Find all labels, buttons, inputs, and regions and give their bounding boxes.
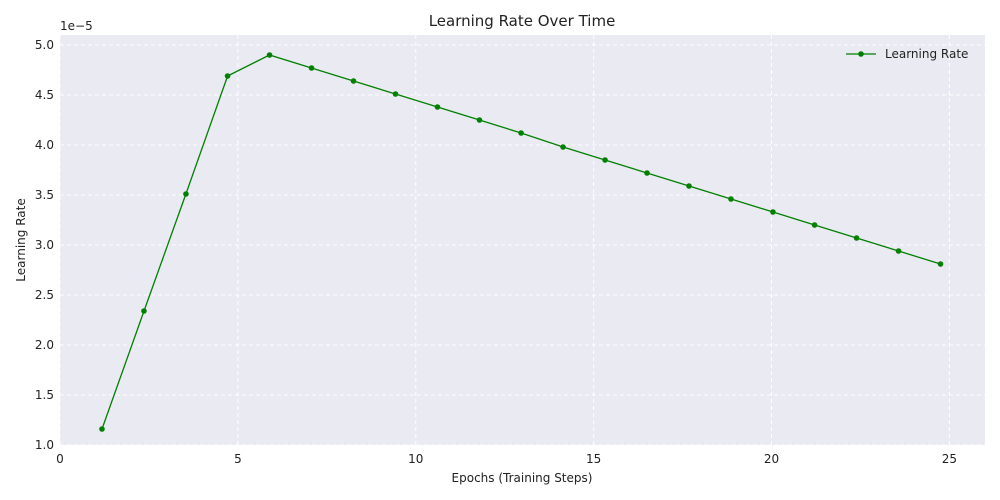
data-point <box>99 426 105 432</box>
chart-title: Learning Rate Over Time <box>429 12 616 30</box>
y-axis-title: Learning Rate <box>14 198 28 281</box>
plot-area <box>60 35 985 445</box>
x-tick-label: 20 <box>764 452 779 466</box>
data-point <box>728 196 734 202</box>
data-point <box>183 191 189 197</box>
legend-label: Learning Rate <box>885 47 968 61</box>
data-point <box>602 157 608 163</box>
data-point <box>266 52 273 58</box>
data-point <box>895 248 902 254</box>
data-point <box>644 170 650 176</box>
legend: Learning Rate <box>846 47 968 61</box>
y-axis-ticks: 1.0 1.5 2.0 2.5 3.0 3.5 4.0 4.5 5.0 <box>35 38 54 452</box>
data-point <box>434 104 441 110</box>
y-tick-label: 4.5 <box>35 88 54 102</box>
data-point <box>141 308 147 314</box>
data-point <box>392 91 399 97</box>
x-tick-label: 15 <box>586 452 601 466</box>
data-point <box>476 117 483 123</box>
x-tick-label: 10 <box>408 452 423 466</box>
data-point <box>518 130 524 136</box>
data-point <box>308 65 315 71</box>
y-axis-offset-label: 1e−5 <box>60 19 93 33</box>
data-point <box>350 78 357 84</box>
data-point <box>770 209 776 215</box>
legend-point-marker <box>858 51 864 57</box>
y-tick-label: 3.5 <box>35 188 54 202</box>
x-tick-label: 0 <box>56 452 64 466</box>
y-tick-label: 1.5 <box>35 388 54 402</box>
x-tick-label: 5 <box>234 452 242 466</box>
x-tick-label: 25 <box>942 452 957 466</box>
y-tick-label: 3.0 <box>35 238 54 252</box>
data-point <box>853 235 860 241</box>
grid-lines <box>59 35 985 446</box>
data-point <box>560 144 566 150</box>
y-tick-label: 5.0 <box>35 38 54 52</box>
series-layer <box>99 52 944 432</box>
data-point <box>686 183 692 189</box>
y-tick-label: 1.0 <box>35 438 54 452</box>
y-tick-label: 2.0 <box>35 338 54 352</box>
x-axis-ticks: 0 5 10 15 20 25 <box>56 452 957 466</box>
y-tick-label: 2.5 <box>35 288 54 302</box>
data-point <box>811 222 818 228</box>
y-tick-label: 4.0 <box>35 138 54 152</box>
data-point <box>224 73 231 79</box>
data-point <box>937 261 944 267</box>
x-axis-title: Epochs (Training Steps) <box>452 471 593 485</box>
